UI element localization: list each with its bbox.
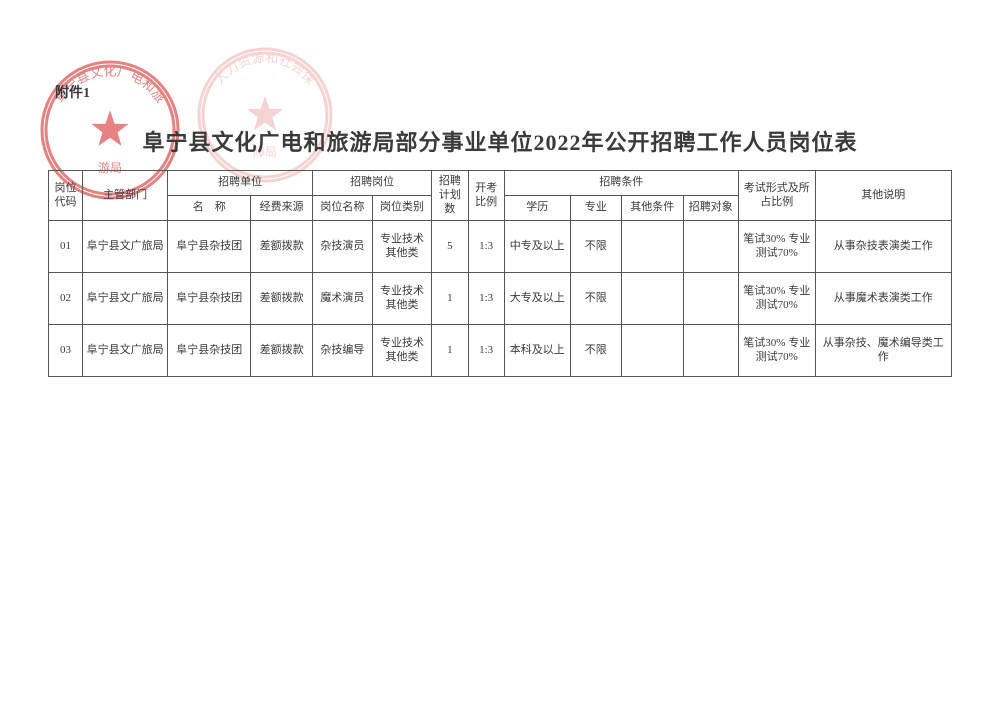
col-cond-group: 招聘条件 [504, 171, 738, 196]
col-ratio: 开考比例 [468, 171, 504, 221]
cell-major: 不限 [570, 273, 621, 325]
cell-dept: 阜宁县文广旅局 [83, 273, 168, 325]
page-title: 阜宁县文化广电和旅游局部分事业单位2022年公开招聘工作人员岗位表 [0, 125, 1000, 157]
col-post-cat: 岗位类别 [372, 196, 432, 221]
cell-post_name: 杂技演员 [313, 221, 373, 273]
table-row: 02阜宁县文广旅局阜宁县杂技团差额拨款魔术演员专业技术其他类11:3大专及以上不… [49, 273, 952, 325]
table-body: 01阜宁县文广旅局阜宁县杂技团差额拨款杂技演员专业技术其他类51:3中专及以上不… [49, 221, 952, 377]
col-unit-fund: 经费来源 [251, 196, 313, 221]
col-post-group: 招聘岗位 [313, 171, 432, 196]
cell-ratio: 1:3 [468, 325, 504, 377]
cell-note: 从事杂技表演类工作 [815, 221, 951, 273]
table-row: 03阜宁县文广旅局阜宁县杂技团差额拨款杂技编导专业技术其他类11:3本科及以上不… [49, 325, 952, 377]
cell-post_cat: 专业技术其他类 [372, 273, 432, 325]
cell-post_name: 魔术演员 [313, 273, 373, 325]
cell-code: 03 [49, 325, 83, 377]
col-edu: 学历 [504, 196, 570, 221]
attachment-label: 附件1 [55, 82, 90, 102]
col-target: 招聘对象 [683, 196, 738, 221]
cell-exam: 笔试30% 专业测试70% [738, 273, 815, 325]
cell-note: 从事魔术表演类工作 [815, 273, 951, 325]
col-exam: 考试形式及所占比例 [738, 171, 815, 221]
positions-table-wrap: 岗位代码 主管部门 招聘单位 招聘岗位 招聘计划数 开考比例 招聘条件 考试形式… [48, 170, 952, 377]
col-dept: 主管部门 [83, 171, 168, 221]
cell-dept: 阜宁县文广旅局 [83, 221, 168, 273]
positions-table: 岗位代码 主管部门 招聘单位 招聘岗位 招聘计划数 开考比例 招聘条件 考试形式… [48, 170, 952, 377]
cell-post_cat: 专业技术其他类 [372, 221, 432, 273]
col-code: 岗位代码 [49, 171, 83, 221]
cell-dept: 阜宁县文广旅局 [83, 325, 168, 377]
cell-unit_fund: 差额拨款 [251, 273, 313, 325]
official-seal-right: 人力资源和社会保障局 [197, 47, 333, 183]
cell-other_cond [621, 325, 683, 377]
cell-exam: 笔试30% 专业测试70% [738, 221, 815, 273]
cell-ratio: 1:3 [468, 273, 504, 325]
cell-plan: 1 [432, 273, 468, 325]
col-unit-name: 名 称 [168, 196, 251, 221]
cell-plan: 5 [432, 221, 468, 273]
col-post-name: 岗位名称 [313, 196, 373, 221]
cell-other_cond [621, 273, 683, 325]
col-plan: 招聘计划数 [432, 171, 468, 221]
cell-major: 不限 [570, 325, 621, 377]
cell-target [683, 273, 738, 325]
cell-note: 从事杂技、魔术编导类工作 [815, 325, 951, 377]
cell-post_cat: 专业技术其他类 [372, 325, 432, 377]
cell-edu: 本科及以上 [504, 325, 570, 377]
cell-target [683, 325, 738, 377]
cell-plan: 1 [432, 325, 468, 377]
col-note: 其他说明 [815, 171, 951, 221]
table-header: 岗位代码 主管部门 招聘单位 招聘岗位 招聘计划数 开考比例 招聘条件 考试形式… [49, 171, 952, 221]
cell-exam: 笔试30% 专业测试70% [738, 325, 815, 377]
svg-text:人力资源和社会保: 人力资源和社会保 [211, 50, 318, 88]
col-other-cond: 其他条件 [621, 196, 683, 221]
cell-unit_fund: 差额拨款 [251, 325, 313, 377]
table-row: 01阜宁县文广旅局阜宁县杂技团差额拨款杂技演员专业技术其他类51:3中专及以上不… [49, 221, 952, 273]
col-major: 专业 [570, 196, 621, 221]
cell-unit_name: 阜宁县杂技团 [168, 273, 251, 325]
cell-edu: 大专及以上 [504, 273, 570, 325]
cell-edu: 中专及以上 [504, 221, 570, 273]
cell-other_cond [621, 221, 683, 273]
cell-target [683, 221, 738, 273]
cell-unit_name: 阜宁县杂技团 [168, 221, 251, 273]
cell-unit_name: 阜宁县杂技团 [168, 325, 251, 377]
cell-code: 02 [49, 273, 83, 325]
cell-code: 01 [49, 221, 83, 273]
cell-post_name: 杂技编导 [313, 325, 373, 377]
cell-ratio: 1:3 [468, 221, 504, 273]
page: 阜宁县文化广电和旅游局 人力资源和社会保障局 附件1 阜宁县文化广电和旅游局部分… [0, 0, 1000, 704]
col-unit-group: 招聘单位 [168, 171, 313, 196]
cell-major: 不限 [570, 221, 621, 273]
cell-unit_fund: 差额拨款 [251, 221, 313, 273]
